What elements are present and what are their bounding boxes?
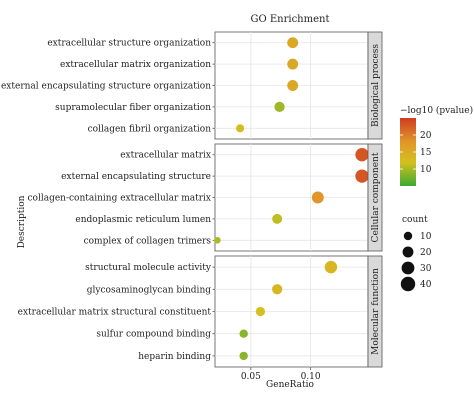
- term-label: sulfur compound binding: [96, 330, 211, 340]
- color-bar: [400, 118, 416, 186]
- facet-strip-label: Cellular component: [371, 152, 381, 242]
- term-label: supramolecular fiber organization: [55, 103, 211, 113]
- facet-panel: structural molecule activity glycosaminog…: [18, 255, 383, 368]
- data-point: [287, 80, 299, 91]
- term-label: collagen fibril organization: [88, 124, 212, 134]
- data-point: [239, 351, 248, 361]
- facet-strip-label: Molecular function: [371, 268, 381, 355]
- term-label: structural molecule activity: [85, 263, 212, 273]
- facet-panel: extracellular matrix external encapsulati…: [27, 143, 383, 252]
- term-label: external encapsulating structure organiz…: [1, 82, 211, 92]
- size-legend-label: 40: [420, 280, 432, 290]
- color-bar-tick-label: 10: [420, 165, 432, 175]
- term-label: extracellular matrix: [120, 151, 211, 161]
- chart-title: GO Enrichment: [251, 14, 330, 25]
- color-bar-tick-label: 20: [420, 131, 432, 141]
- data-point: [274, 101, 285, 113]
- data-point: [287, 58, 299, 70]
- color-bar-ticks: 10 15 20: [400, 131, 432, 175]
- size-legend-dot: [400, 276, 416, 292]
- size-legend-title: count: [402, 215, 428, 225]
- data-point: [287, 37, 299, 49]
- term-label: collagen-containing extracellular matrix: [27, 194, 211, 204]
- term-label: extracellular matrix organization: [60, 60, 211, 70]
- data-point: [236, 124, 245, 133]
- data-point: [255, 306, 266, 317]
- x-axis-label: GeneRatio: [266, 380, 314, 390]
- facet-panel: extracellular structure organization extr…: [1, 31, 383, 140]
- size-legend-dot: [403, 231, 413, 241]
- term-label: extracellular matrix structural constitu…: [18, 308, 212, 318]
- facet-strip: [367, 255, 383, 368]
- size-legend-dot: [402, 246, 414, 258]
- size-legend-items: 10 20 30 40: [400, 231, 432, 292]
- legend: −log10 (pvalue) 10 15 20 count 10 20 30 40: [400, 105, 473, 292]
- size-legend-dot: [401, 261, 415, 275]
- term-label: endoplasmic reticulum lumen: [75, 215, 211, 225]
- data-point: [311, 191, 324, 204]
- term-label: glycosaminoglycan binding: [87, 285, 211, 295]
- data-point: [355, 169, 369, 183]
- size-legend-label: 20: [420, 248, 432, 258]
- size-legend-label: 30: [420, 264, 432, 274]
- facet-strip: [367, 31, 383, 140]
- size-legend-label: 10: [420, 232, 432, 242]
- facet-panels: extracellular structure organization extr…: [1, 31, 383, 368]
- data-point: [214, 236, 221, 244]
- color-legend-title: −log10 (pvalue): [400, 105, 473, 116]
- data-point: [324, 260, 338, 274]
- x-tick-label: 0.10: [301, 372, 321, 382]
- term-label: complex of collagen trimers: [84, 236, 212, 246]
- y-axis-label: Description: [17, 195, 27, 248]
- x-tick-label: 0.05: [241, 372, 261, 382]
- data-point: [272, 213, 283, 224]
- term-label: extracellular structure organization: [47, 39, 211, 49]
- term-label: heparin binding: [138, 352, 211, 362]
- x-axis: 0.05 0.10: [241, 367, 321, 382]
- facet-strip: [367, 143, 383, 252]
- data-point: [272, 284, 283, 295]
- data-point: [355, 148, 369, 162]
- data-point: [239, 329, 248, 338]
- facet-strip-label: Biological process: [371, 44, 381, 127]
- term-label: external encapsulating structure: [61, 172, 211, 182]
- color-bar-tick-label: 15: [420, 148, 432, 158]
